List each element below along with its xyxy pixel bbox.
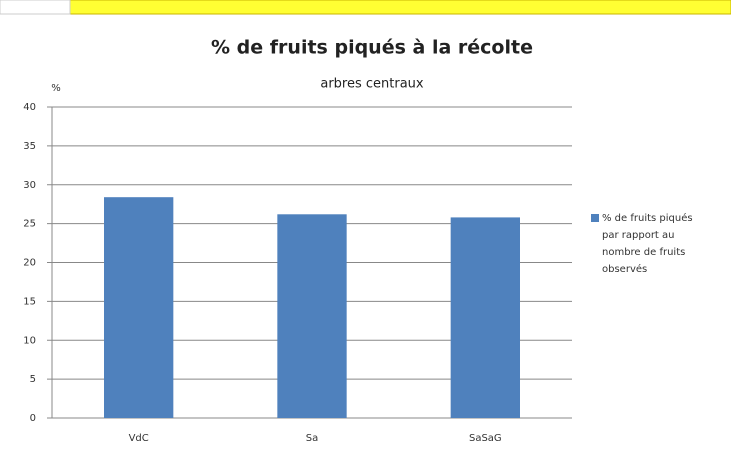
y-tick-label: 30 bbox=[23, 180, 36, 191]
x-tick-label: Sa bbox=[306, 433, 318, 444]
y-tick-label: 5 bbox=[30, 374, 36, 385]
header-bar bbox=[69, 0, 731, 15]
x-tick-label: VdC bbox=[129, 433, 149, 444]
y-tick-label: 10 bbox=[23, 335, 36, 346]
legend-label: % de fruits piqués par rapport au nombre… bbox=[602, 213, 693, 275]
x-tick-label: SaSaG bbox=[469, 433, 502, 444]
bar bbox=[450, 217, 520, 418]
y-tick-label: 15 bbox=[23, 296, 36, 307]
y-tick-label: 25 bbox=[23, 219, 36, 230]
header-cell bbox=[0, 0, 71, 15]
y-tick-label: 40 bbox=[23, 102, 36, 113]
y-axis-label: % bbox=[51, 83, 61, 94]
chart-title: % de fruits piqués à la récolte bbox=[211, 37, 533, 59]
y-tick-label: 20 bbox=[23, 258, 36, 269]
y-tick-label: 35 bbox=[23, 141, 36, 152]
bar bbox=[104, 197, 174, 418]
legend-swatch bbox=[591, 214, 599, 222]
bar bbox=[277, 214, 347, 418]
y-tick-label: 0 bbox=[30, 413, 36, 424]
chart-subtitle: arbres centraux bbox=[320, 77, 424, 92]
